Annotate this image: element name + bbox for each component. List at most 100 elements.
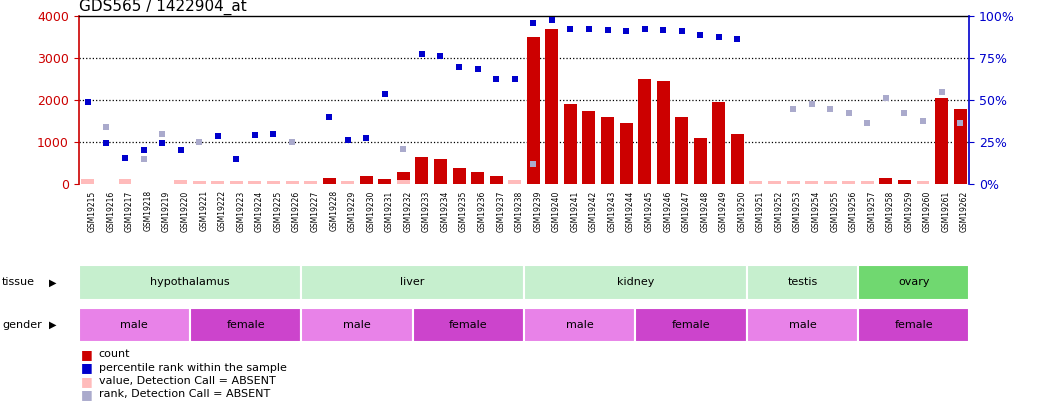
- Text: value, Detection Call = ABSENT: value, Detection Call = ABSENT: [99, 376, 276, 386]
- Text: GSM19247: GSM19247: [682, 190, 691, 232]
- Bar: [212, 181, 224, 184]
- Text: GSM19244: GSM19244: [626, 190, 635, 232]
- Text: GSM19241: GSM19241: [570, 190, 580, 232]
- Text: GSM19223: GSM19223: [237, 190, 245, 232]
- Bar: [879, 178, 893, 184]
- Bar: [304, 181, 318, 184]
- Text: GSM19262: GSM19262: [960, 190, 969, 232]
- Text: female: female: [449, 320, 487, 330]
- Text: GSM19260: GSM19260: [923, 190, 932, 232]
- Text: ▶: ▶: [49, 277, 57, 288]
- Bar: [285, 181, 299, 184]
- Text: GSM19236: GSM19236: [478, 190, 486, 232]
- Text: GSM19232: GSM19232: [403, 190, 412, 232]
- Bar: [805, 181, 818, 184]
- Text: GSM19220: GSM19220: [180, 190, 190, 232]
- Bar: [508, 181, 521, 184]
- Text: GSM19252: GSM19252: [774, 190, 784, 232]
- Bar: [302, 308, 413, 342]
- Text: percentile rank within the sample: percentile rank within the sample: [99, 363, 286, 373]
- Bar: [601, 117, 614, 184]
- Text: GSM19224: GSM19224: [255, 190, 264, 232]
- Bar: [524, 308, 635, 342]
- Text: male: male: [566, 320, 593, 330]
- Bar: [730, 134, 744, 184]
- Text: female: female: [226, 320, 265, 330]
- Bar: [489, 176, 503, 184]
- Bar: [434, 159, 447, 184]
- Text: kidney: kidney: [616, 277, 654, 288]
- Bar: [746, 265, 858, 300]
- Text: GSM19229: GSM19229: [348, 190, 356, 232]
- Bar: [694, 138, 706, 184]
- Bar: [82, 179, 94, 184]
- Bar: [657, 81, 670, 184]
- Bar: [860, 181, 874, 184]
- Bar: [248, 181, 261, 184]
- Bar: [858, 308, 969, 342]
- Text: GSM19215: GSM19215: [88, 190, 96, 232]
- Text: gender: gender: [2, 320, 42, 330]
- Text: GSM19228: GSM19228: [329, 190, 339, 232]
- Bar: [858, 265, 969, 300]
- Text: GSM19217: GSM19217: [125, 190, 134, 232]
- Bar: [675, 117, 689, 184]
- Bar: [564, 104, 576, 184]
- Text: GSM19255: GSM19255: [830, 190, 839, 232]
- Bar: [193, 181, 205, 184]
- Text: GSM19261: GSM19261: [941, 190, 951, 232]
- Text: ■: ■: [81, 361, 92, 374]
- Bar: [545, 29, 559, 184]
- Bar: [527, 37, 540, 184]
- Bar: [359, 176, 373, 184]
- Text: GSM19250: GSM19250: [738, 190, 746, 232]
- Bar: [413, 308, 524, 342]
- Bar: [843, 181, 855, 184]
- Text: female: female: [672, 320, 711, 330]
- Text: GSM19257: GSM19257: [868, 190, 876, 232]
- Bar: [524, 265, 746, 300]
- Bar: [713, 102, 725, 184]
- Text: GSM19226: GSM19226: [292, 190, 301, 232]
- Bar: [453, 168, 465, 184]
- Bar: [935, 98, 948, 184]
- Bar: [787, 181, 800, 184]
- Text: GSM19235: GSM19235: [459, 190, 468, 232]
- Bar: [378, 179, 391, 184]
- Bar: [82, 182, 94, 184]
- Text: GSM19230: GSM19230: [366, 190, 375, 232]
- Bar: [954, 109, 966, 184]
- Text: ovary: ovary: [898, 277, 930, 288]
- Text: GSM19234: GSM19234: [440, 190, 450, 232]
- Text: GSM19225: GSM19225: [274, 190, 283, 232]
- Bar: [79, 308, 190, 342]
- Text: GSM19221: GSM19221: [199, 190, 209, 232]
- Text: GSM19216: GSM19216: [107, 190, 115, 232]
- Bar: [397, 180, 410, 184]
- Text: GSM19222: GSM19222: [218, 190, 226, 232]
- Bar: [79, 265, 301, 300]
- Bar: [619, 124, 633, 184]
- Text: GSM19227: GSM19227: [310, 190, 320, 232]
- Text: GSM19237: GSM19237: [496, 190, 505, 232]
- Text: GSM19251: GSM19251: [756, 190, 765, 232]
- Text: GSM19240: GSM19240: [552, 190, 561, 232]
- Text: ▶: ▶: [49, 320, 57, 330]
- Bar: [267, 181, 280, 184]
- Text: GSM19246: GSM19246: [663, 190, 672, 232]
- Text: GSM19256: GSM19256: [849, 190, 857, 232]
- Text: male: male: [788, 320, 816, 330]
- Text: GSM19218: GSM19218: [144, 190, 153, 232]
- Bar: [635, 308, 746, 342]
- Text: ■: ■: [81, 388, 92, 401]
- Bar: [118, 179, 131, 184]
- Bar: [342, 181, 354, 184]
- Bar: [749, 181, 763, 184]
- Text: female: female: [894, 320, 933, 330]
- Bar: [917, 181, 930, 184]
- Text: ■: ■: [81, 348, 92, 361]
- Bar: [323, 178, 335, 184]
- Text: GSM19254: GSM19254: [811, 190, 821, 232]
- Bar: [508, 180, 521, 184]
- Text: GSM19258: GSM19258: [886, 190, 895, 232]
